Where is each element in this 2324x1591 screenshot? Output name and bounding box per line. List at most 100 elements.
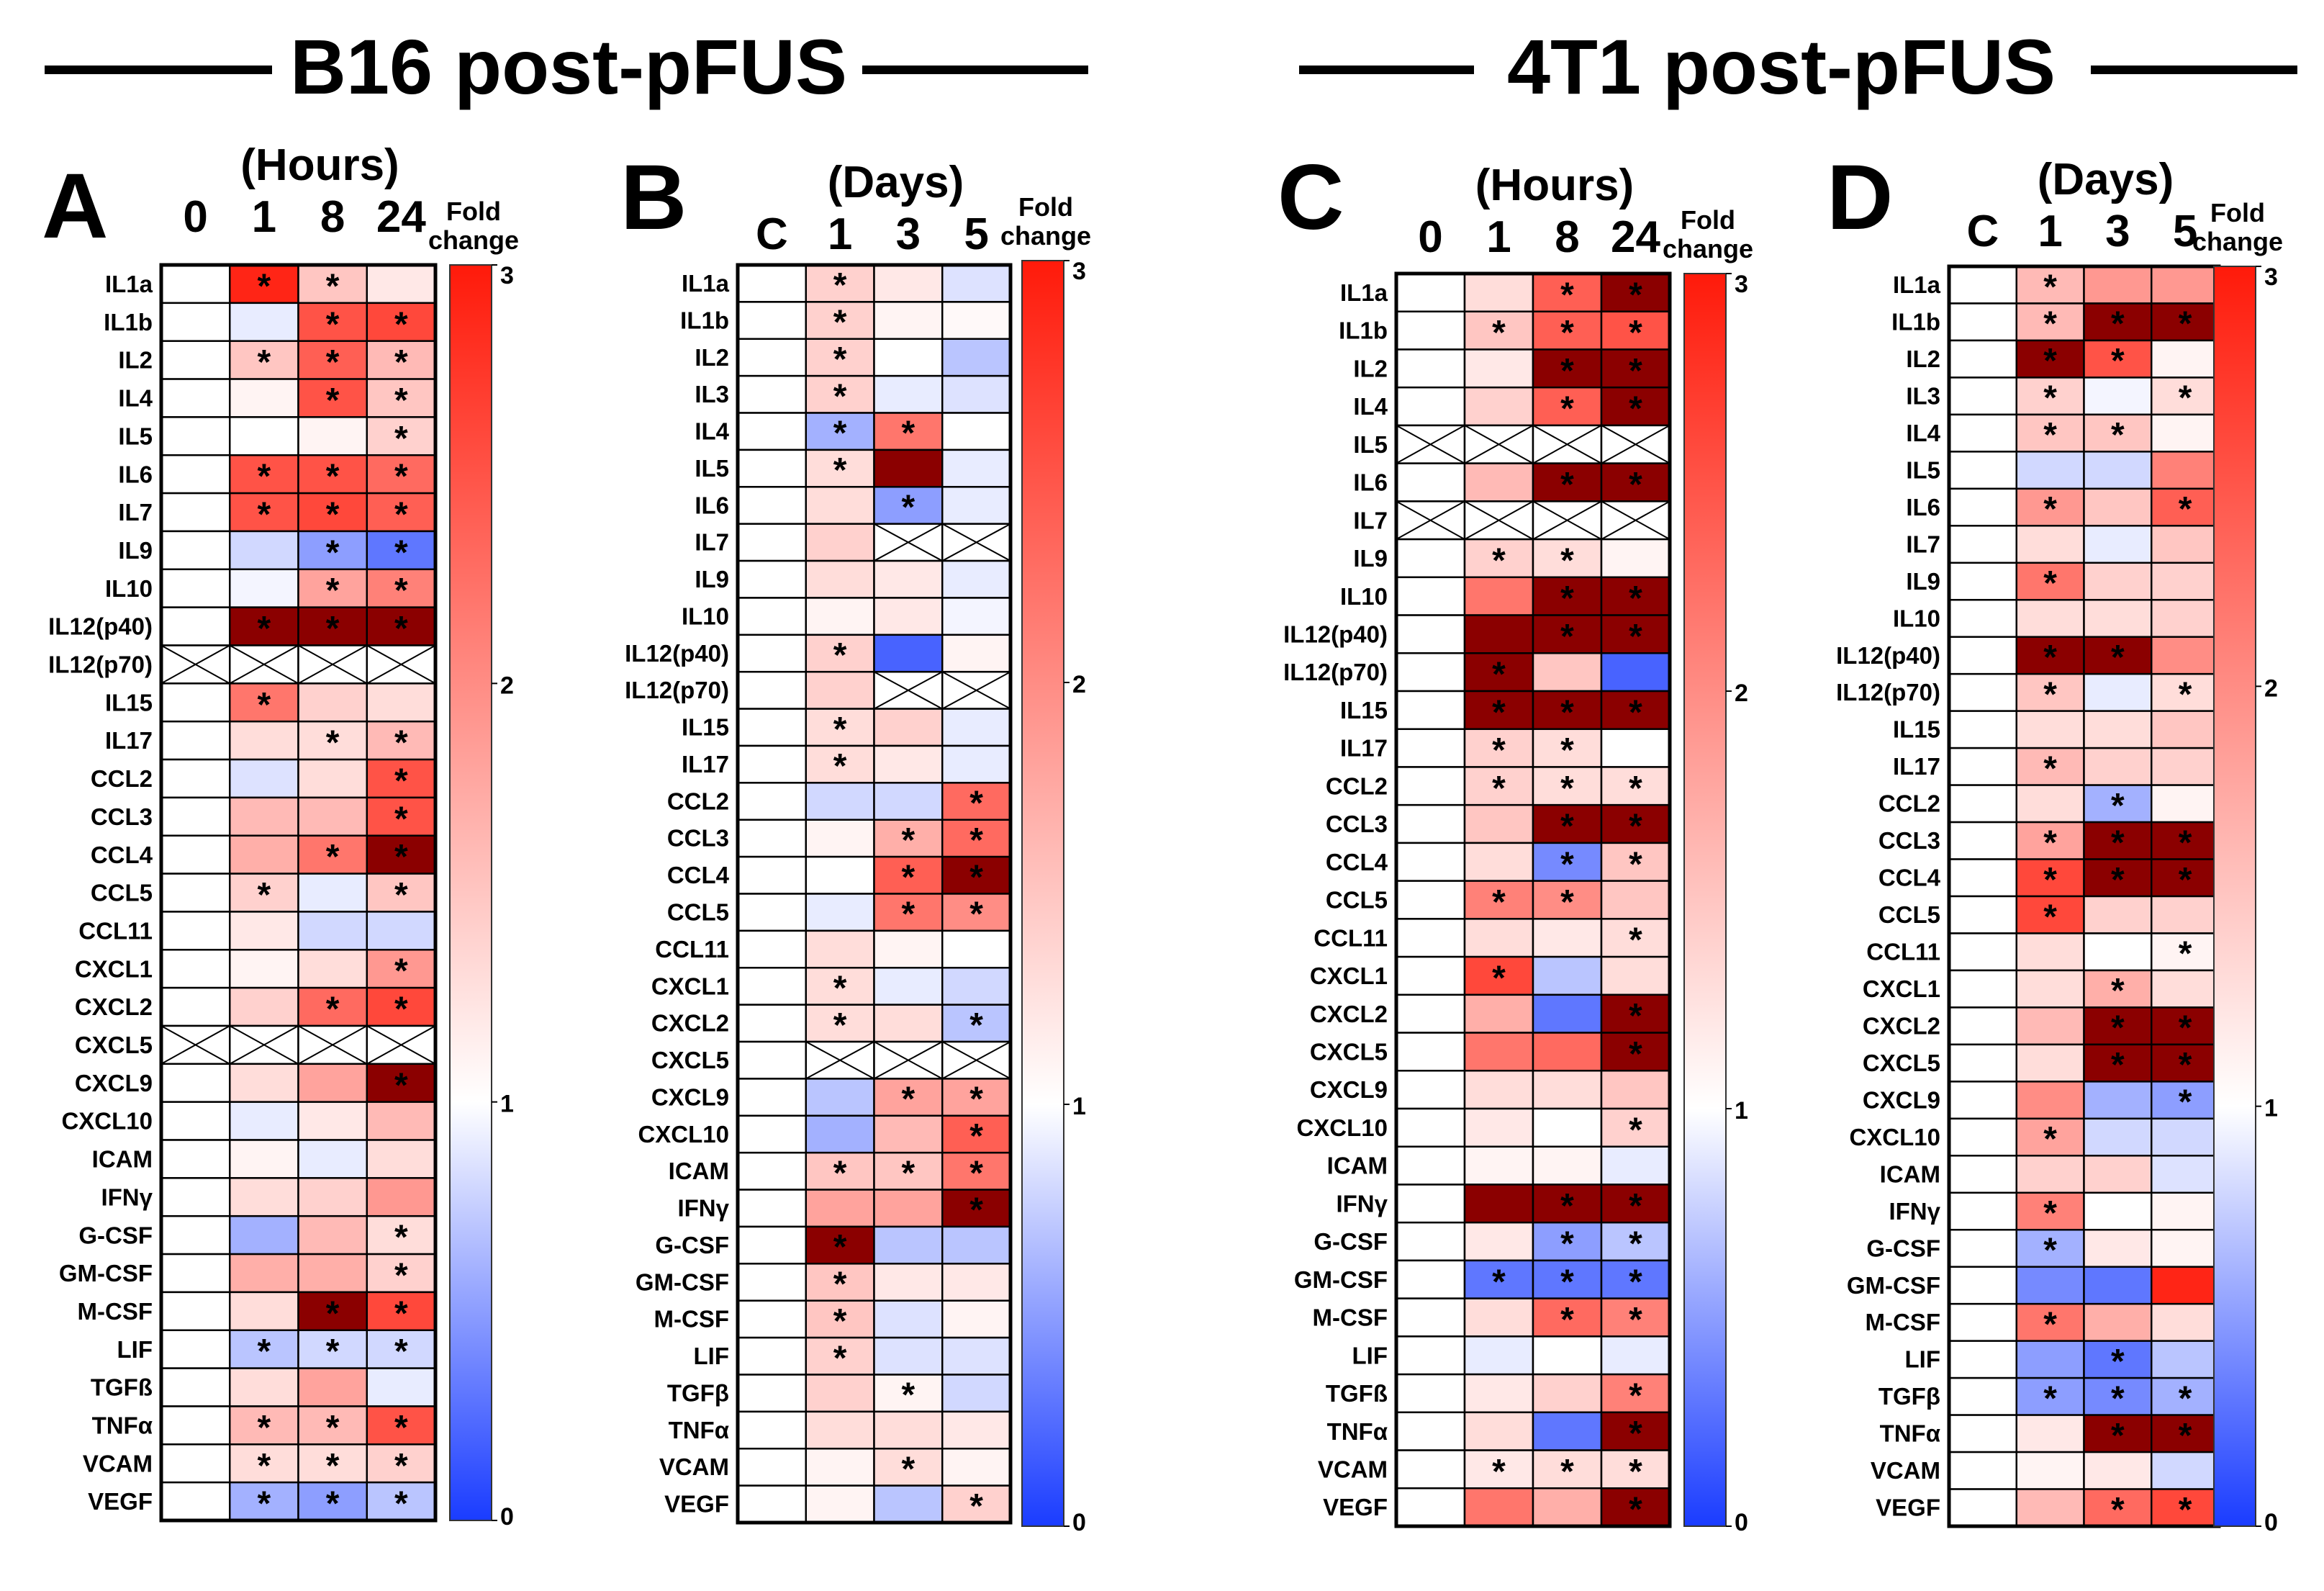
heatmap-cell — [1600, 1032, 1671, 1072]
colorbar-tick-label: 2 — [500, 672, 514, 699]
significance-asterisk: * — [1629, 1111, 1642, 1149]
heatmap-cell — [1463, 1449, 1534, 1489]
heatmap-cell — [941, 412, 1012, 451]
column-header: 24 — [376, 192, 426, 242]
heatmap-cell — [2083, 451, 2153, 490]
significance-asterisk: * — [1492, 883, 1506, 921]
row-label: IL3 — [1906, 382, 1940, 409]
heatmap-cell — [1948, 451, 2017, 490]
heatmap-cell — [160, 1481, 231, 1522]
row-label: CXCL10 — [638, 1121, 729, 1148]
heatmap-cell — [1395, 462, 1466, 502]
heatmap-cell — [736, 929, 807, 969]
heatmap-cell — [941, 634, 1012, 673]
colorbar-label: change — [428, 225, 519, 255]
significance-asterisk: * — [1560, 580, 1574, 618]
significance-asterisk: * — [969, 1006, 983, 1045]
heatmap-cell — [1395, 576, 1466, 616]
significance-asterisk: * — [833, 747, 847, 785]
heatmap-cell — [229, 1405, 299, 1446]
row-label: GM-CSF — [1294, 1266, 1388, 1293]
heatmap-cell — [2015, 1006, 2085, 1046]
row-label: IL9 — [1353, 545, 1388, 572]
row-label: G-CSF — [78, 1222, 153, 1248]
heatmap-cell — [873, 782, 944, 821]
heatmap-cell — [805, 1336, 875, 1376]
heatmap-cell — [1600, 462, 1671, 502]
colorbar-tick-label: 2 — [2264, 675, 2278, 702]
row-label: CCL3 — [1878, 827, 1940, 854]
heatmap-cell — [1532, 1070, 1603, 1110]
significance-asterisk: * — [833, 341, 847, 379]
heatmap-cell — [1948, 1228, 2017, 1268]
significance-asterisk: * — [1629, 1453, 1642, 1491]
heatmap-cell — [1395, 766, 1466, 806]
heatmap-cell — [160, 873, 231, 913]
heatmap-cell — [2015, 1340, 2085, 1379]
heatmap-cell — [160, 986, 231, 1027]
significance-asterisk: * — [394, 952, 408, 991]
heatmap-cell — [1463, 1487, 1534, 1528]
colorbar-tick-label: 0 — [1072, 1509, 1086, 1536]
row-label: CCL4 — [1878, 865, 1941, 891]
heatmap-cell — [805, 1447, 875, 1487]
heatmap-cell — [1463, 576, 1534, 616]
heatmap-cell — [1463, 1145, 1534, 1186]
heatmap-cell — [1948, 1155, 2017, 1194]
row-label: IL1a — [682, 270, 730, 297]
heatmap-cell — [1395, 993, 1466, 1034]
heatmap-cell — [736, 1078, 807, 1117]
panel-letter: A — [42, 155, 108, 258]
heatmap-cell — [1463, 1411, 1534, 1451]
row-label: TGFß — [91, 1374, 153, 1401]
colorbar-tick-label: 1 — [1072, 1093, 1086, 1120]
row-label: M-CSF — [654, 1306, 729, 1333]
heatmap-cell — [160, 796, 231, 837]
row-label: CCL5 — [1878, 901, 1940, 928]
column-header: 24 — [1611, 212, 1660, 262]
na-cross-line — [160, 1025, 230, 1065]
significance-asterisk: * — [258, 686, 271, 724]
row-label: IL12(p70) — [625, 677, 729, 703]
row-label: IL2 — [695, 344, 729, 371]
row-label: M-CSF — [78, 1298, 153, 1325]
row-label: IL6 — [695, 492, 729, 518]
significance-asterisk: * — [833, 1006, 847, 1045]
heatmap-cell — [736, 670, 807, 710]
heatmap-cell — [1395, 348, 1466, 389]
heatmap-cell — [873, 597, 944, 636]
heatmap-cell — [1395, 728, 1466, 768]
heatmap-cell — [805, 597, 875, 636]
heatmap-panel-b: B (Days)C 1 3 5IL1aIL1bIL2IL3IL4IL5IL6IL7IL9… — [620, 146, 1091, 1536]
significance-asterisk: * — [902, 488, 915, 526]
significance-asterisk: * — [394, 762, 408, 800]
significance-asterisk: * — [394, 420, 408, 458]
heatmap-cell — [736, 744, 807, 784]
row-label: IL10 — [682, 603, 729, 629]
heatmap-cell — [1948, 339, 2017, 379]
heatmap-cell — [1532, 1487, 1603, 1528]
na-cross-line — [366, 644, 436, 685]
na-cross-line — [941, 671, 1011, 710]
significance-asterisk: * — [394, 610, 408, 648]
row-label: IL1b — [104, 309, 153, 335]
heatmap-cell — [2151, 710, 2220, 749]
row-label: CXCL9 — [651, 1083, 729, 1110]
heatmap-cell — [366, 1367, 437, 1407]
column-header: 5 — [2173, 207, 2197, 256]
heatmap-cell — [1600, 728, 1671, 768]
significance-asterisk: * — [326, 572, 340, 610]
significance-asterisk: * — [1492, 693, 1506, 731]
row-label: CCL11 — [655, 936, 729, 963]
heatmap-cell — [736, 893, 807, 932]
heatmap-cell — [736, 1189, 807, 1228]
panel-letter: C — [1278, 146, 1344, 249]
significance-asterisk: * — [1629, 276, 1642, 314]
heatmap-cell — [229, 1443, 299, 1484]
heatmap-cell — [297, 834, 368, 875]
significance-asterisk: * — [326, 1485, 340, 1523]
heatmap-cell — [736, 449, 807, 488]
heatmap-cell — [873, 374, 944, 414]
row-label: IL1b — [1891, 309, 1940, 335]
row-label: CXCL1 — [75, 955, 153, 982]
